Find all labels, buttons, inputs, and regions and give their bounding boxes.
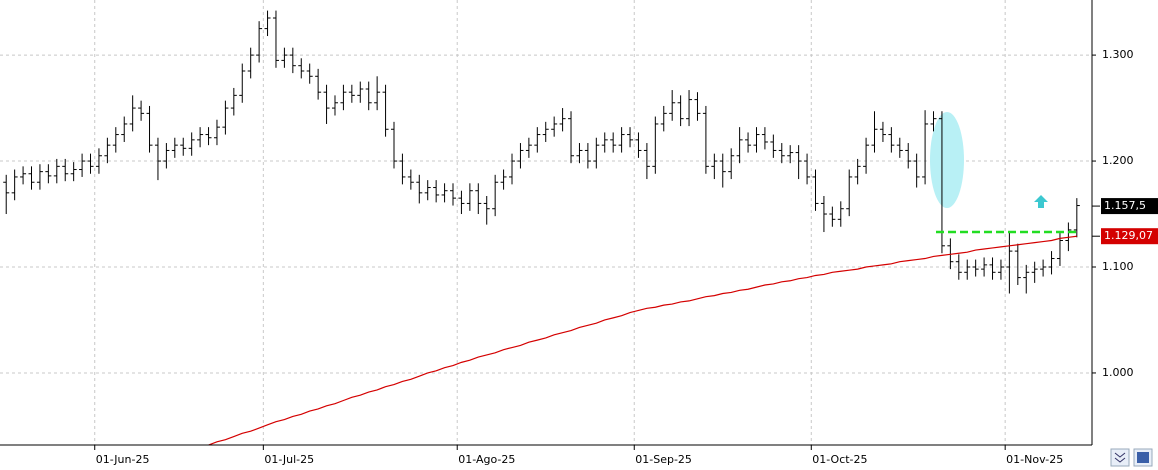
plot (3, 10, 1080, 445)
x-tick-label: 01-Jun-25 (96, 453, 150, 466)
scroll-icon (1114, 452, 1126, 463)
axes: 1.000 1.100 1.200 1.300 01-Jun-25 01-Jul-25 01… (94, 48, 1158, 466)
y-tick-label: 1.100 (1102, 260, 1134, 273)
x-tick-label: 01-Sep-25 (635, 453, 692, 466)
grid (0, 0, 1092, 445)
save-icon (1137, 452, 1149, 463)
highlight-ellipse (930, 112, 964, 208)
x-tick-label: 01-Nov-25 (1006, 453, 1063, 466)
y-tick-label: 1.300 (1102, 48, 1134, 61)
y-tick-label: 1.200 (1102, 154, 1134, 167)
x-tick-label: 01-Jul-25 (264, 453, 314, 466)
y-tick-label: 1.000 (1102, 366, 1134, 379)
last-price-box (1101, 198, 1158, 215)
ma-last-box (1101, 228, 1158, 245)
ma-last-label: 1.129,07 (1104, 229, 1153, 242)
x-tick-label: 01-Ago-25 (458, 453, 515, 466)
x-tick-label: 01-Oct-25 (812, 453, 867, 466)
last-price-label: 1.157,5 (1104, 199, 1146, 212)
up-arrow (1034, 195, 1048, 208)
moving-average (208, 235, 1077, 445)
